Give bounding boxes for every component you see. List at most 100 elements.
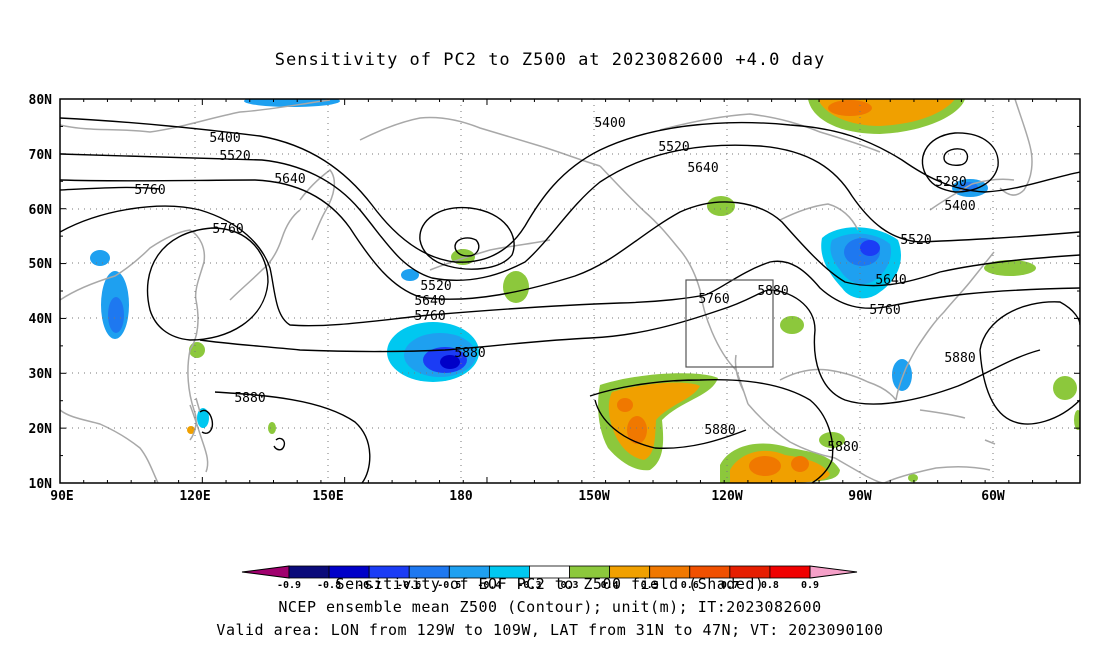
contour-5280-inner [943, 148, 969, 166]
z500-contours [60, 117, 1080, 483]
y-tick-label: 70N [29, 148, 53, 163]
footer-valid-area-caption: Valid area: LON from 129W to 109W, LAT f… [216, 621, 884, 639]
contour-label: 5880 [757, 284, 788, 299]
shade-green-region [707, 196, 735, 216]
x-tick-label: 120W [711, 489, 742, 504]
contour-5880-south [214, 391, 371, 483]
y-tick-label: 10N [29, 477, 53, 492]
shade-orange-region [627, 416, 647, 444]
sensitivity-shading [90, 99, 1080, 483]
contour-label: 5760 [134, 183, 165, 198]
x-tick-label: 90W [848, 489, 872, 504]
shade-orange-region [749, 456, 781, 476]
colorbar-tick-label: -0.3 [517, 580, 541, 591]
coastline-east-asia [187, 349, 197, 441]
y-tick-label: 30N [29, 367, 53, 382]
contour-label: 5640 [687, 161, 718, 176]
contour-labels: 5400 5520 5760 5640 5760 5400 5520 5640 … [134, 116, 975, 455]
x-tick-label: 60W [981, 489, 1005, 504]
contour-5520 [60, 144, 1080, 281]
coastline-taiwan [195, 397, 201, 413]
coastline-aleutians [429, 239, 551, 271]
contour-label: 5400 [209, 131, 240, 146]
contour-label: 5400 [944, 199, 975, 214]
coastline-south-america [883, 465, 991, 483]
contour-5640 [60, 179, 1080, 300]
colorbar-tick-label: -0.8 [317, 580, 341, 591]
shade-blue-region [90, 250, 110, 266]
y-tick-label: 40N [29, 312, 53, 327]
colorbar-tick-label: -0.5 [437, 580, 461, 591]
shade-green-region [984, 260, 1036, 276]
shade-orange-region [828, 100, 872, 116]
y-tick-label: 60N [29, 203, 53, 218]
colorbar-tick-label: 0.5 [641, 580, 659, 591]
colorbar-tick-label: 0.3 [561, 580, 579, 591]
contour-label: 5280 [935, 175, 966, 190]
contour-label: 5520 [420, 279, 451, 294]
coastline-greenland [999, 99, 1033, 196]
x-tick-label: 120E [179, 489, 210, 504]
footer-contour-caption: NCEP ensemble mean Z500 (Contour); unit(… [278, 598, 822, 616]
colorbar-tick-label: 0.8 [761, 580, 779, 591]
coastline-alaska [359, 116, 601, 167]
x-tick-label: 150E [312, 489, 343, 504]
contour-label: 5760 [869, 303, 900, 318]
contour-label: 5520 [658, 140, 689, 155]
coastlines [60, 99, 1033, 483]
coastline-florida [895, 345, 919, 401]
x-axis-labels: 90E 120E 150E 180 150W 120W 90W 60W [50, 489, 1005, 504]
coastline-central-america [834, 457, 885, 483]
shade-blue-region [401, 269, 419, 281]
colorbar-max-arrow [809, 565, 858, 579]
x-tick-label: 180 [449, 489, 473, 504]
contour-5880-atlantic [979, 301, 1080, 425]
coastline-caribbean [919, 409, 996, 445]
contour-5280 [921, 132, 999, 193]
colorbar: -0.9 -0.8 -0.7 -0.6 -0.5 -0.4 -0.3 0.3 0.4 0.5 0.6… [241, 565, 858, 591]
contour-5880-east-pacific [589, 378, 834, 483]
coastline-na-west [599, 165, 737, 371]
shade-blue-region [440, 355, 460, 369]
coastline-philippines [189, 404, 209, 473]
x-tick-label: 90E [50, 489, 73, 504]
contour-5640-low-inner [454, 237, 480, 257]
contour-label: 5880 [827, 440, 858, 455]
colorbar-tick-label: 0.4 [601, 580, 619, 591]
contour-5880-cpac [594, 399, 747, 449]
coastline-mexico [747, 403, 836, 459]
contour-5760-ring [146, 227, 269, 341]
contour-5760 [60, 186, 1080, 327]
contour-label: 5640 [875, 273, 906, 288]
shade-green-region [503, 271, 529, 303]
contour-label: 5400 [594, 116, 625, 131]
contour-label: 5640 [414, 294, 445, 309]
coastline-kamchatka [299, 168, 336, 241]
shade-green-region [908, 474, 918, 482]
contour-label: 5760 [698, 292, 729, 307]
contour-label: 5760 [414, 309, 445, 324]
x-tick-label: 150W [578, 489, 609, 504]
shade-blue-region [860, 240, 880, 256]
shade-orange-region [617, 398, 633, 412]
shade-blue-region [244, 99, 340, 107]
colorbar-tick-label: 0.7 [721, 580, 739, 591]
footer-shading-caption: Sensitivity of EOF PC2 to Z500 field (Sh… [335, 575, 765, 593]
colorbar-tick-label: -0.6 [397, 580, 421, 591]
coastline-east-asia [60, 229, 206, 351]
colorbar-tick-label: -0.9 [277, 580, 301, 591]
coastline-east-asia [60, 409, 159, 483]
colorbar-tick-label: -0.4 [477, 580, 501, 591]
shade-orange-region [791, 456, 809, 472]
contour-label: 5880 [704, 423, 735, 438]
valid-area-box [685, 279, 774, 368]
coastline-canada-arctic [659, 113, 881, 153]
coastline-baja [734, 354, 749, 405]
contour-label: 5640 [274, 172, 305, 187]
contour-label: 5880 [944, 351, 975, 366]
shade-green-region [780, 316, 804, 334]
coastline-japan [229, 209, 301, 301]
y-tick-label: 20N [29, 422, 53, 437]
coastline-siberia [60, 99, 331, 133]
